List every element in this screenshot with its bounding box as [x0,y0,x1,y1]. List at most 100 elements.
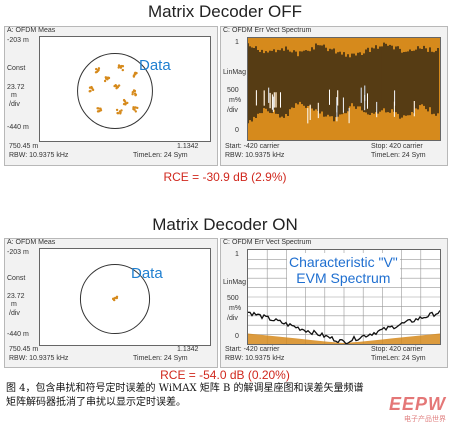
footer-rbw: RBW: 10.9375 kHz [9,355,69,362]
y-tick: -440 m [7,331,29,338]
x-tick: 1.1342 [177,143,199,150]
spectrum-plot [247,37,441,141]
rce-readout-off: RCE = -30.9 dB (2.9%) [163,170,287,184]
constellation-point [134,110,137,113]
constellation-point [134,106,137,109]
y-tick: /div [227,107,238,114]
constellation-point [121,65,125,68]
x-tick: 1.1342 [177,346,199,353]
y-axis-label: Const [7,65,26,72]
y-tick: 500 [227,295,239,302]
panel-title: C: OFDM Err Vect Spectrum [223,239,312,246]
error-band [248,333,440,344]
panel-title: A: OFDM Meas [7,27,56,34]
constellation-point [132,89,136,92]
v-spectrum-callout: Characteristic "V" EVM Spectrum [287,253,400,287]
constellation-point [121,68,125,72]
footer-stop: Stop: 420 carrier [371,143,423,150]
y-tick: m% [229,305,242,312]
y-axis-label: LinMag [223,279,246,286]
callout-line: EVM Spectrum [296,270,391,286]
y-tick: m% [229,97,242,104]
footer-rbw: RBW: 10.9375 kHz [225,355,285,362]
constellation-panel-off: A: OFDM Meas -203 m Const 23.72 m /div -… [4,26,218,166]
constellation-point [114,84,117,87]
constellation-point [116,112,120,115]
data-annotation: Data [131,265,163,282]
constellation-point [90,85,93,89]
panel-title: C: OFDM Err Vect Spectrum [223,27,312,34]
y-tick: 23.72 [7,293,25,300]
constellation-point [132,106,135,109]
constellation-point [95,70,99,73]
constellation-point [120,109,123,112]
caption-line: 矩阵解码器抵消了串扰以显示定时误差。 [6,397,186,408]
footer-timelen: TimeLen: 24 Sym [133,152,188,159]
constellation-point [115,296,119,300]
constellation-plot [39,248,211,346]
constellation-point [119,112,122,115]
y-tick: m [11,301,17,308]
constellation-point [123,100,126,103]
constellation-point [112,297,115,301]
y-tick: 0 [235,127,239,134]
constellation-point [106,78,109,81]
x-tick: 750.45 m [9,346,39,353]
constellation-svg [79,263,151,335]
y-tick: 23.72 [7,84,25,91]
eepw-logo: EEPW [388,394,446,414]
y-tick: /div [227,315,238,322]
footer-timelen: TimeLen: 24 Sym [133,355,188,362]
constellation-point [117,84,121,87]
data-annotation: Data [139,57,171,74]
y-axis-label: LinMag [223,69,246,76]
constellation-svg [77,53,153,129]
y-tick: -440 m [7,124,29,131]
constellation-point [122,102,126,106]
spectrum-panel-on: C: OFDM Err Vect Spectrum 1 LinMag 500 m… [220,238,448,368]
constellation-point [97,67,101,70]
constellation-point [99,107,102,110]
constellation-plot [39,36,211,142]
constellation-point [117,64,121,67]
y-tick: /div [9,310,20,317]
constellation-point [119,66,123,69]
caption-line: 图 4，包含串扰和符号定时误差的 WiMAX 矩阵 B 的解调星座图和误差矢量频… [6,383,364,394]
spectrum-panel-off: C: OFDM Err Vect Spectrum 1 LinMag 500 m… [220,26,448,166]
constellation-point [89,89,92,93]
spectrum-svg [248,38,440,140]
constellation-point [126,101,129,105]
eepw-logo-subtext: 电子产品世界 [404,416,446,423]
constellation-panel-on: A: OFDM Meas -203 m Const 23.72 m /div -… [4,238,218,368]
constellation-point [95,67,98,71]
constellation-point [131,91,134,94]
constellation-point [115,108,119,112]
constellation-point [96,107,99,110]
constellation-point [133,92,137,95]
footer-start: Start: -420 carrier [225,143,280,150]
callout-line: Characteristic "V" [289,254,398,270]
footer-rbw: RBW: 10.9375 kHz [225,152,285,159]
y-tick: 1 [235,39,239,46]
y-tick: /div [9,101,20,108]
footer-timelen: TimeLen: 24 Sym [371,152,426,159]
unit-circle [77,53,153,129]
panel-title: A: OFDM Meas [7,239,56,246]
constellation-point [103,79,107,83]
unit-circle [79,263,151,335]
evm-trace [248,310,440,344]
title-decoder-off: Matrix Decoder OFF [148,2,302,21]
y-tick: 1 [235,251,239,258]
figure-caption: 图 4，包含串扰和符号定时误差的 WiMAX 矩阵 B 的解调星座图和误差矢量频… [6,382,446,410]
footer-stop: Stop: 420 carrier [371,346,423,353]
y-tick: m [11,92,17,99]
rce-readout-on: RCE = -54.0 dB (0.20%) [160,368,290,382]
constellation-point [96,110,100,113]
constellation-point [132,74,136,77]
constellation-point [115,87,118,90]
constellation-point [91,88,95,92]
footer-rbw: RBW: 10.9375 kHz [9,152,69,159]
footer-start: Start: -420 carrier [225,346,280,353]
constellation-point [132,107,135,111]
y-tick: -203 m [7,249,29,256]
